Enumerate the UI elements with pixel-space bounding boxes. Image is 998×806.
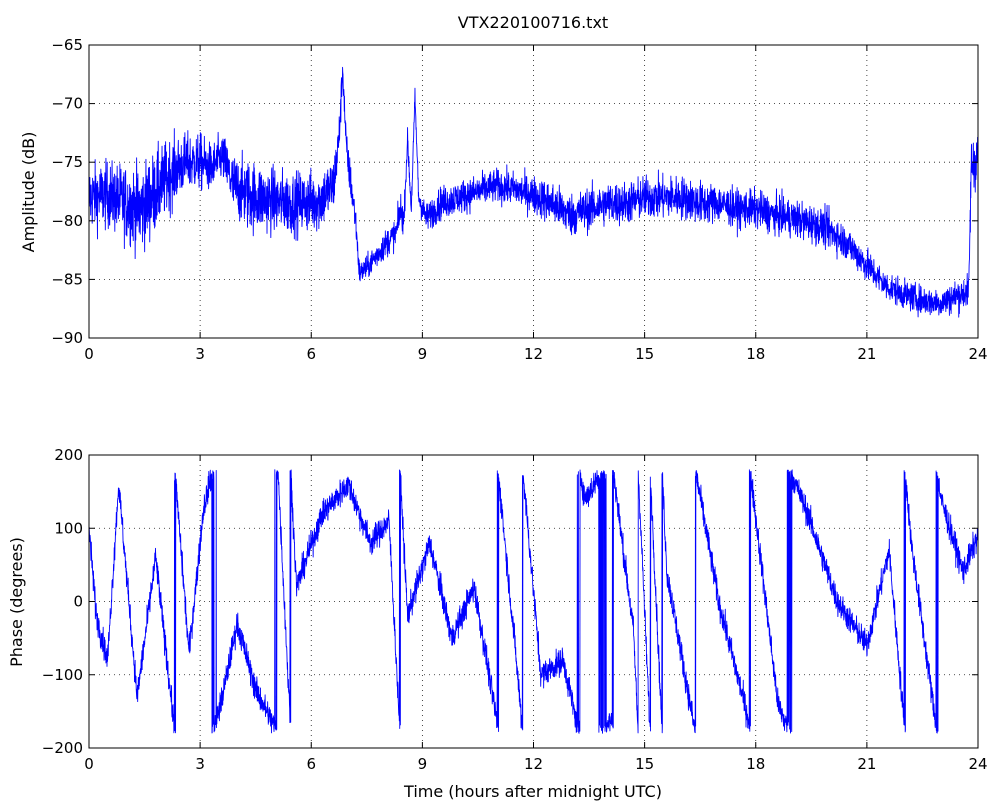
amplitude-grid	[89, 45, 978, 338]
x-tick-label: 21	[857, 755, 876, 773]
y-tick-label: 100	[54, 519, 83, 537]
x-tick-label: 6	[306, 345, 316, 363]
y-tick-label: −80	[51, 212, 83, 230]
amplitude-panel: VTX220100716.txt 0 3 6 9 12 15 18 21 24 −90 −85 −80…	[19, 13, 988, 363]
phase-x-axis-label: Time (hours after midnight UTC)	[403, 782, 662, 801]
amplitude-y-axis-label: Amplitude (dB)	[19, 132, 38, 253]
x-tick-label: 21	[857, 345, 876, 363]
phase-panel: 0 3 6 9 12 15 18 21 24 −200 −100 0 100 200 Phase (deg…	[7, 446, 988, 801]
amplitude-ticks: 0 3 6 9 12 15 18 21 24 −90 −85 −80 −75 −70 −65	[51, 36, 987, 363]
y-tick-label: −70	[51, 95, 83, 113]
y-tick-label: −90	[51, 329, 83, 347]
phase-y-axis-label: Phase (degrees)	[7, 537, 26, 667]
x-tick-label: 9	[418, 345, 428, 363]
x-tick-label: 18	[746, 345, 765, 363]
x-tick-label: 3	[195, 345, 205, 363]
x-tick-label: 6	[306, 755, 316, 773]
x-tick-label: 18	[746, 755, 765, 773]
y-tick-label: −85	[51, 270, 83, 288]
x-tick-label: 9	[418, 755, 428, 773]
x-tick-label: 24	[968, 755, 987, 773]
amplitude-series-line	[88, 66, 979, 318]
x-tick-label: 15	[635, 755, 654, 773]
phase-series-line	[88, 469, 979, 734]
phase-grid	[89, 455, 978, 748]
phase-ticks: 0 3 6 9 12 15 18 21 24 −200 −100 0 100 200	[42, 446, 988, 773]
x-tick-label: 3	[195, 755, 205, 773]
x-tick-label: 15	[635, 345, 654, 363]
y-tick-label: −100	[42, 666, 83, 684]
y-tick-label: −200	[42, 739, 83, 757]
y-tick-label: −65	[51, 36, 83, 54]
y-tick-label: 200	[54, 446, 83, 464]
chart-title: VTX220100716.txt	[458, 13, 608, 32]
x-tick-label: 12	[524, 755, 543, 773]
x-tick-label: 24	[968, 345, 987, 363]
x-tick-label: 0	[84, 755, 94, 773]
y-tick-label: −75	[51, 153, 83, 171]
x-tick-label: 12	[524, 345, 543, 363]
y-tick-label: 0	[73, 593, 83, 611]
x-tick-label: 0	[84, 345, 94, 363]
